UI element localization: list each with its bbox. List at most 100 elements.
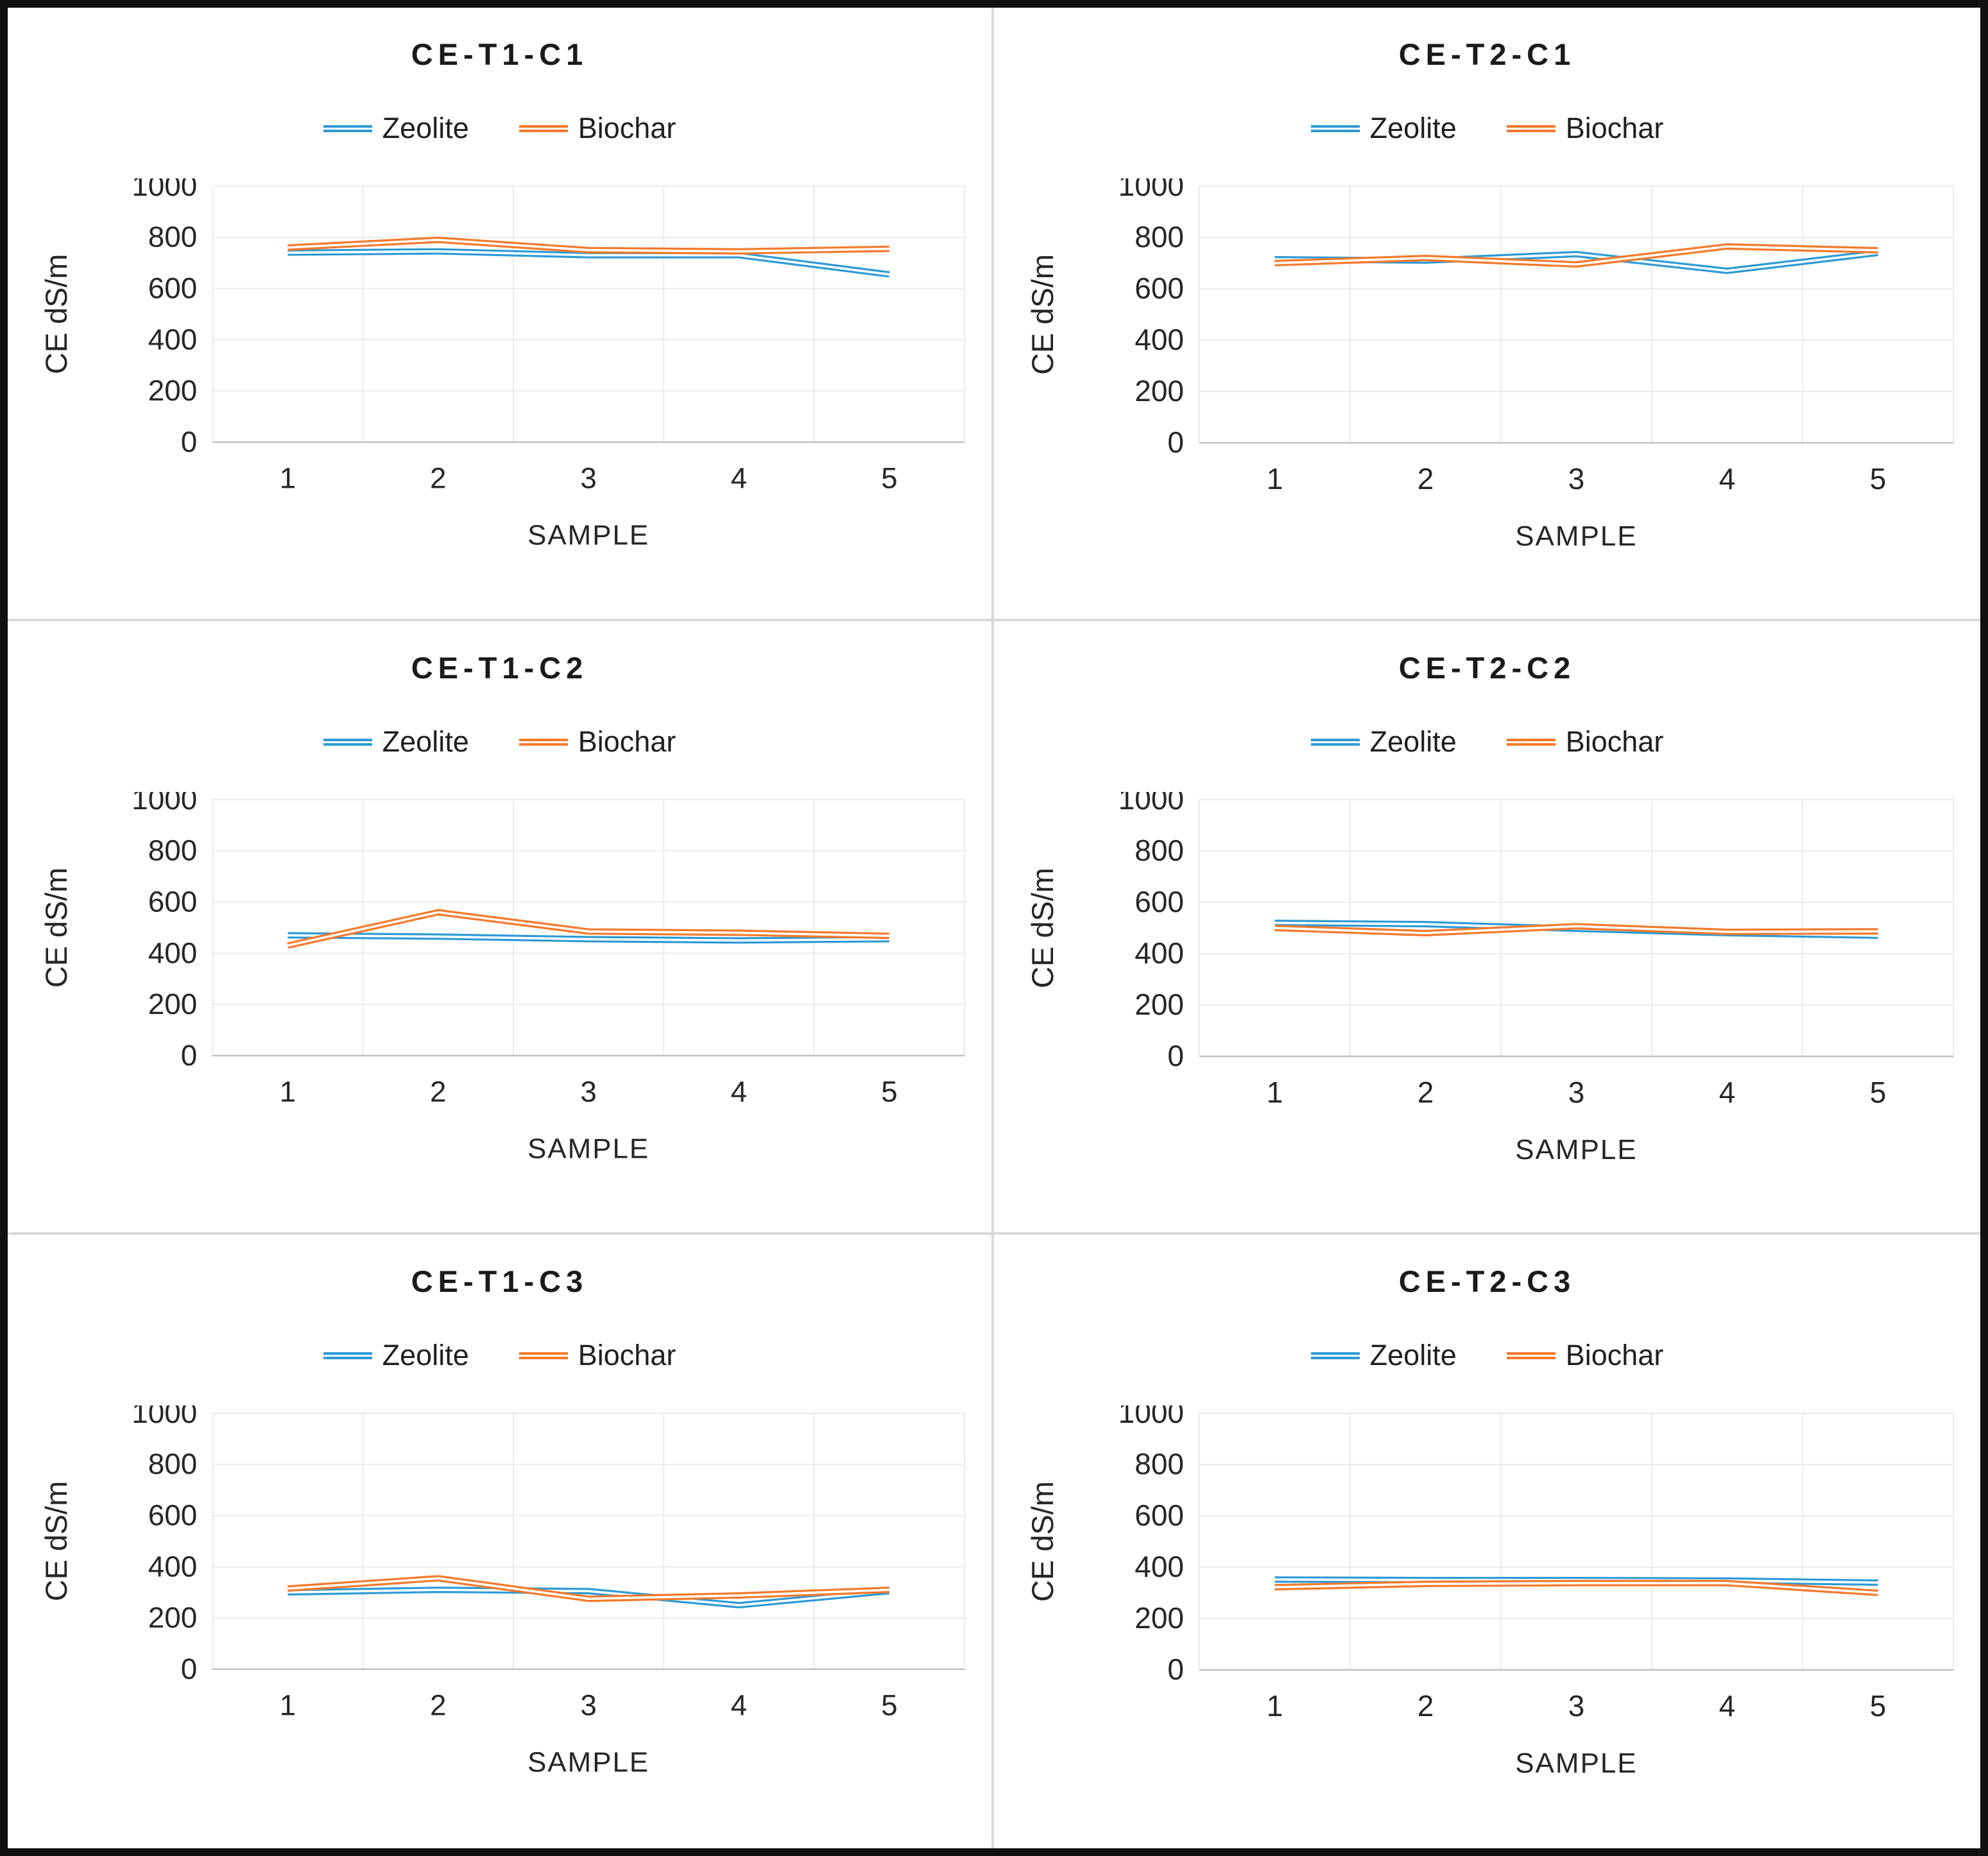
line-chart-plot: 0 200 400 600 800 1000 1 2 3 4 5 SAMPLE CE dS/m (40, 792, 966, 1165)
x-tick-label: 3 (1568, 1076, 1585, 1109)
zeolite-line-swatch-icon (1310, 1352, 1360, 1359)
chart-panel-ce-t2-c3: CE-T2-C3 Zeolite Biochar 0 200 400 600 800 10… (994, 1235, 1980, 1848)
biochar-legend-label: Biochar (1565, 112, 1664, 144)
x-tick-label: 3 (580, 1075, 597, 1108)
y-axis-title: CE dS/m (40, 868, 73, 988)
legend-item-biochar: Biochar (1506, 112, 1664, 145)
chart-panel-ce-t2-c2: CE-T2-C2 Zeolite Biochar 0 200 400 600 800 10… (994, 621, 1980, 1235)
y-tick-label: 400 (148, 1549, 198, 1583)
y-tick-label: 800 (1135, 834, 1184, 867)
y-tick-label: 200 (1135, 374, 1184, 408)
y-tick-label: 200 (1135, 1601, 1184, 1635)
chart-panel-ce-t1-c3: CE-T1-C3 Zeolite Biochar 0 200 400 600 800 10… (8, 1235, 994, 1848)
chart-title: CE-T1-C3 (411, 1264, 588, 1298)
x-tick-label: 1 (1267, 1076, 1283, 1109)
y-tick-label: 400 (148, 936, 198, 969)
y-tick-label: 0 (1167, 1653, 1184, 1686)
y-tick-label: 800 (148, 834, 198, 867)
y-tick-label: 400 (1135, 1550, 1184, 1583)
y-tick-label: 800 (1135, 220, 1184, 253)
line-chart-plot: 0 200 400 600 800 1000 1 2 3 4 5 SAMPLE CE dS/m (40, 178, 966, 551)
y-tick-label: 600 (1135, 271, 1184, 305)
legend-item-biochar: Biochar (518, 1339, 676, 1372)
y-tick-label: 600 (1135, 1499, 1184, 1532)
x-tick-label: 5 (881, 1688, 898, 1722)
x-tick-label: 2 (1418, 1076, 1434, 1109)
x-tick-label: 5 (881, 461, 898, 495)
legend: Zeolite Biochar (8, 112, 991, 145)
y-tick-label: 600 (148, 1499, 198, 1532)
chart-title: CE-T1-C2 (411, 651, 588, 685)
zeolite-legend-label: Zeolite (1369, 112, 1457, 144)
series-line-core-biochar (1274, 925, 1878, 934)
legend-item-zeolite: Zeolite (323, 112, 469, 145)
x-tick-label: 4 (731, 1688, 748, 1722)
legend-item-zeolite: Zeolite (323, 725, 469, 759)
x-tick-label: 1 (280, 461, 296, 495)
series-line-core-biochar (1274, 1581, 1878, 1594)
biochar-legend-label: Biochar (1565, 1339, 1664, 1371)
y-tick-label: 200 (148, 1601, 198, 1634)
x-tick-label: 5 (1870, 462, 1887, 495)
y-tick-label: 1000 (132, 1405, 197, 1429)
y-tick-label: 600 (148, 885, 198, 918)
chart-title: CE-T2-C2 (1398, 651, 1576, 685)
x-axis-title: SAMPLE (1515, 520, 1638, 552)
zeolite-legend-label: Zeolite (382, 1339, 469, 1371)
legend-item-biochar: Biochar (518, 725, 676, 759)
y-axis-title: CE dS/m (1025, 868, 1059, 988)
x-axis-title: SAMPLE (1515, 1134, 1638, 1165)
line-chart-plot: 0 200 400 600 800 1000 1 2 3 4 5 SAMPLE CE dS/m (40, 1405, 966, 1778)
zeolite-line-swatch-icon (1310, 738, 1360, 746)
x-tick-label: 3 (580, 461, 597, 495)
y-tick-label: 200 (148, 374, 198, 407)
series-line-core-biochar (287, 911, 889, 947)
legend-item-biochar: Biochar (1506, 1339, 1664, 1372)
y-axis-title: CE dS/m (1025, 1481, 1059, 1602)
y-tick-label: 0 (181, 1652, 198, 1685)
y-tick-label: 0 (1167, 1039, 1184, 1072)
x-tick-label: 1 (280, 1075, 296, 1108)
biochar-line-swatch-icon (1506, 1352, 1555, 1359)
x-tick-label: 1 (1267, 462, 1283, 495)
x-axis-title: SAMPLE (527, 1133, 649, 1165)
legend: Zeolite Biochar (8, 1339, 991, 1372)
series-line-core-zeolite (287, 1588, 890, 1606)
line-chart-plot: 0 200 400 600 800 1000 1 2 3 4 5 SAMPLE CE dS/m (1025, 792, 1954, 1165)
chart-title: CE-T2-C1 (1398, 37, 1576, 71)
y-tick-label: 1000 (1118, 792, 1184, 816)
biochar-line-swatch-icon (1506, 125, 1555, 132)
x-tick-label: 4 (731, 1075, 748, 1108)
y-tick-label: 1000 (1118, 178, 1184, 202)
x-tick-label: 4 (731, 461, 748, 495)
zeolite-line-swatch-icon (323, 738, 372, 746)
zeolite-legend-label: Zeolite (382, 112, 469, 144)
zeolite-legend-label: Zeolite (1369, 1339, 1457, 1371)
biochar-legend-label: Biochar (578, 112, 676, 144)
legend-item-zeolite: Zeolite (1310, 725, 1457, 759)
x-tick-label: 5 (1870, 1076, 1887, 1109)
y-tick-label: 0 (181, 1038, 198, 1072)
chart-grid: CE-T1-C1 Zeolite Biochar 0 200 400 600 800 10… (8, 8, 1980, 1848)
biochar-legend-label: Biochar (578, 1339, 676, 1371)
y-axis-title: CE dS/m (1025, 254, 1059, 375)
y-tick-label: 0 (181, 425, 198, 458)
y-tick-label: 1000 (132, 178, 197, 202)
legend-item-zeolite: Zeolite (1310, 112, 1457, 145)
x-tick-label: 5 (881, 1075, 898, 1108)
x-tick-label: 1 (1267, 1689, 1283, 1723)
legend-item-biochar: Biochar (1506, 725, 1663, 759)
y-tick-label: 200 (148, 987, 198, 1020)
y-tick-label: 800 (148, 1447, 198, 1481)
x-tick-label: 4 (1719, 462, 1736, 495)
y-tick-label: 400 (148, 322, 198, 356)
x-tick-label: 3 (1568, 1689, 1585, 1723)
legend-item-biochar: Biochar (518, 112, 676, 145)
series-line-core-biochar (1274, 245, 1878, 266)
x-tick-label: 5 (1870, 1689, 1887, 1723)
y-tick-label: 600 (1135, 885, 1184, 918)
x-tick-label: 2 (430, 1688, 447, 1722)
chart-title: CE-T1-C1 (411, 37, 588, 71)
y-axis-title: CE dS/m (40, 254, 73, 374)
